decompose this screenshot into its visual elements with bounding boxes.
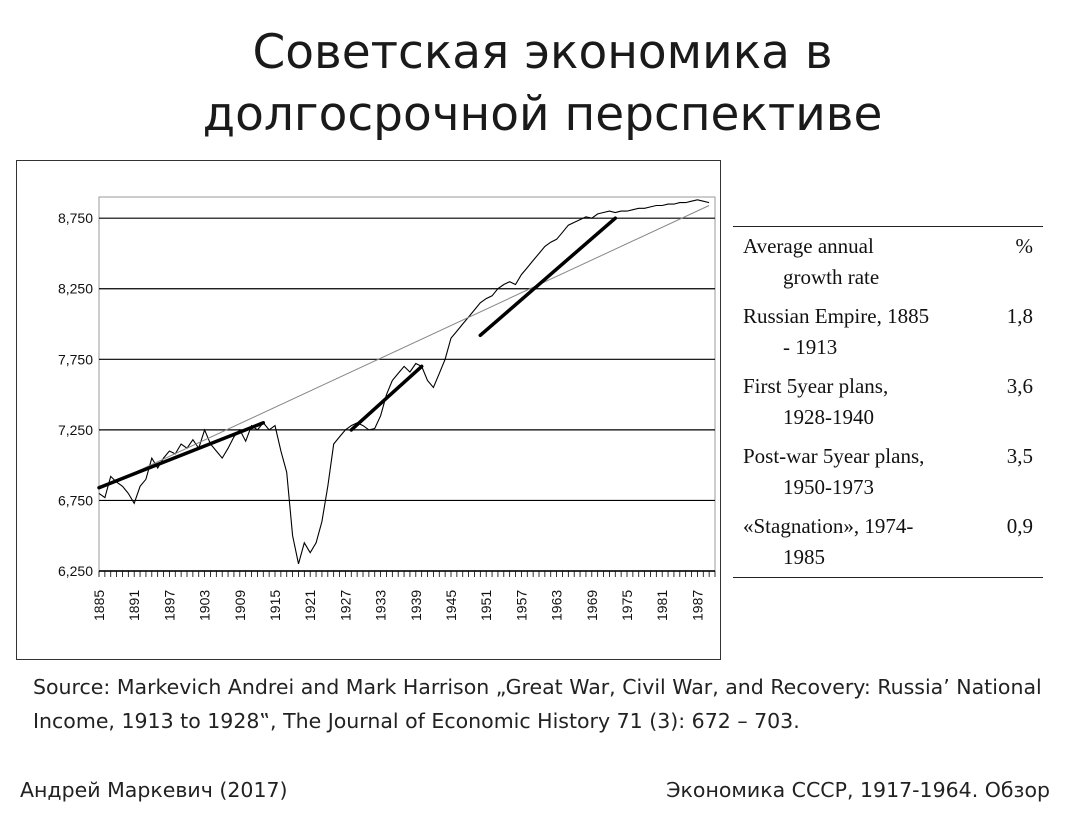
x-tick-label: 1903 xyxy=(197,590,213,621)
gdp-line-chart: 6,250 6,750 7,250 7,750 8,250 8,750 1885 1891 18… xyxy=(58,196,716,621)
chart-frame: 6,250 6,750 7,250 7,750 8,250 8,750 1885 1891 18… xyxy=(16,160,721,660)
row-label-line1: Post-war 5year plans, xyxy=(743,444,925,468)
period-trend-segment xyxy=(97,421,266,490)
x-tick-label: 1975 xyxy=(619,590,635,621)
title-line-2: долгосрочной перспективе xyxy=(202,87,883,142)
header-label-line2: growth rate xyxy=(783,265,880,289)
row-label-line2: 1928-1940 xyxy=(783,405,874,429)
x-tick-label: 1945 xyxy=(443,590,459,621)
x-tick-label: 1969 xyxy=(584,590,600,621)
row-label-line2: 1985 xyxy=(783,545,825,569)
header-pct: % xyxy=(1015,234,1034,258)
x-tick-label: 1891 xyxy=(126,590,142,621)
x-tick-label: 1981 xyxy=(654,590,670,621)
row-label-line2: - 1913 xyxy=(783,335,838,359)
row-label-line1: Russian Empire, 1885 xyxy=(743,304,930,328)
course-footer: Экономика СССР, 1917-1964. Обзор xyxy=(666,778,1050,802)
row-label-line2: 1950-1973 xyxy=(783,475,874,499)
x-tick-label: 1885 xyxy=(91,590,107,621)
x-tick-label: 1939 xyxy=(408,590,424,621)
y-tick-label: 6,750 xyxy=(58,492,93,508)
y-tick-label: 7,250 xyxy=(58,422,93,438)
y-tick-label: 7,750 xyxy=(58,351,93,367)
table-bottom-rule xyxy=(733,577,1043,578)
row-pct: 0,9 xyxy=(1006,514,1033,538)
x-tick-label: 1909 xyxy=(232,590,248,621)
header-label: Average annual growth rate xyxy=(743,231,983,293)
row-label: Post-war 5year plans, 1950-1973 xyxy=(743,441,983,503)
slide-title: Советская экономика в долгосрочной персп… xyxy=(0,22,1085,146)
x-tick-label: 1915 xyxy=(267,590,283,621)
x-tick-label: 1933 xyxy=(373,590,389,621)
row-label-line1: «Stagnation», 1974- xyxy=(743,514,914,538)
table-header-row: Average annual growth rate % xyxy=(733,227,1043,297)
long-run-trend-line xyxy=(98,205,710,490)
growth-rate-table: Average annual growth rate % Russian Emp… xyxy=(733,226,1043,578)
x-tick-label: 1987 xyxy=(689,590,705,621)
row-pct: 3,5 xyxy=(1006,444,1033,468)
row-label-line1: First 5year plans, xyxy=(743,374,889,398)
x-tick-label: 1951 xyxy=(478,590,494,621)
x-tick-label: 1921 xyxy=(302,590,318,621)
table-row: First 5year plans, 1928-1940 3,6 xyxy=(733,367,1043,437)
row-label: First 5year plans, 1928-1940 xyxy=(743,371,983,433)
x-tick-label: 1927 xyxy=(337,590,353,621)
table-row: Russian Empire, 1885 - 1913 1,8 xyxy=(733,297,1043,367)
header-label-line1: Average annual xyxy=(743,234,874,258)
row-label: Russian Empire, 1885 - 1913 xyxy=(743,301,983,363)
plot-area xyxy=(98,196,716,572)
row-label: «Stagnation», 1974- 1985 xyxy=(743,511,983,573)
table-row: «Stagnation», 1974- 1985 0,9 xyxy=(733,507,1043,577)
row-pct: 1,8 xyxy=(1006,304,1033,328)
author-footer: Андрей Маркевич (2017) xyxy=(20,778,288,802)
table-row: Post-war 5year plans, 1950-1973 3,5 xyxy=(733,437,1043,507)
table-top-rule xyxy=(733,226,1043,227)
x-tick-label: 1963 xyxy=(549,590,565,621)
source-citation: Source: Markevich Andrei and Mark Harris… xyxy=(33,675,1042,733)
y-tick-label: 6,250 xyxy=(58,563,93,579)
y-tick-label: 8,750 xyxy=(58,210,93,226)
x-tick-label: 1897 xyxy=(161,590,177,621)
title-line-1: Советская экономика в xyxy=(252,25,833,80)
row-pct: 3,6 xyxy=(1006,374,1033,398)
y-tick-label: 8,250 xyxy=(58,281,93,297)
x-tick-label: 1957 xyxy=(513,590,529,621)
period-trend-segment xyxy=(349,364,424,432)
period-trend-segment xyxy=(478,216,618,338)
